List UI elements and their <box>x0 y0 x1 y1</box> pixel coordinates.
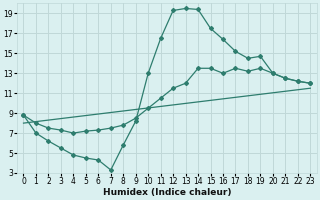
X-axis label: Humidex (Indice chaleur): Humidex (Indice chaleur) <box>103 188 231 197</box>
